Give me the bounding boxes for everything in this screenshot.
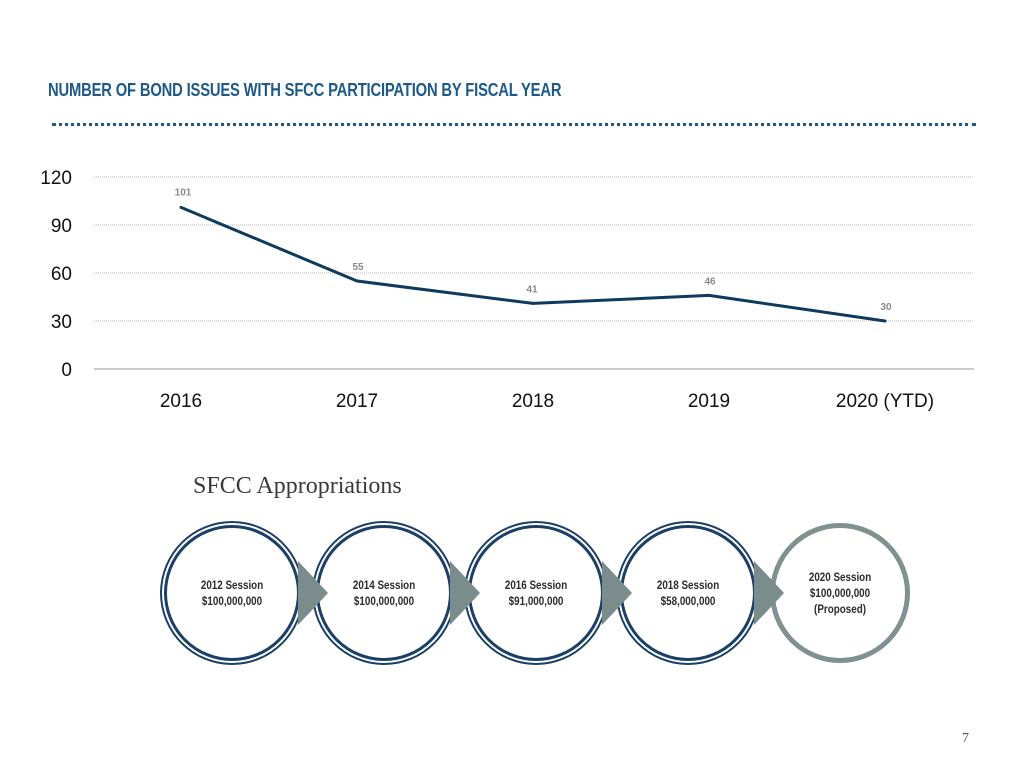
chevron-right-icon [754, 561, 784, 625]
y-tick-label: 90 [51, 216, 72, 237]
data-point [707, 293, 711, 297]
chevron-right-icon [450, 561, 480, 625]
appropriation-text: 2012 Session $100,000,000 [201, 577, 263, 609]
y-tick-label: 30 [51, 312, 72, 333]
y-tick-label: 0 [61, 360, 72, 381]
y-tick-label: 60 [51, 264, 72, 285]
x-tick-label: 2016 [160, 391, 202, 412]
session-label: 2018 Session [656, 578, 720, 592]
data-label: 41 [526, 284, 538, 295]
x-tick-label: 2020 (YTD) [836, 391, 934, 412]
x-tick-label: 2017 [336, 391, 378, 412]
appropriation-circle: 2016 Session $91,000,000 [468, 525, 604, 661]
appropriation-circle: 2018 Session $58,000,000 [620, 525, 756, 661]
page-number: 7 [962, 731, 969, 746]
appropriation-text: 2014 Session $100,000,000 [353, 577, 415, 609]
session-label: 2012 Session [200, 578, 264, 592]
chevron-right-icon [602, 561, 632, 625]
y-tick-label: 120 [40, 168, 72, 189]
data-label: 30 [880, 302, 892, 313]
x-tick-label: 2018 [512, 391, 554, 412]
chevron-right-icon [298, 561, 328, 625]
title-divider [52, 123, 976, 126]
session-note: (Proposed) [814, 602, 866, 616]
session-amount: $100,000,000 [809, 586, 871, 600]
session-amount: $58,000,000 [660, 594, 716, 608]
x-tick-label: 2019 [688, 391, 730, 412]
page-title: NUMBER OF BOND ISSUES WITH SFCC PARTICIP… [48, 80, 562, 100]
data-point [883, 319, 887, 323]
session-amount: $100,000,000 [201, 594, 263, 608]
appropriations-title: SFCC Appropriations [193, 473, 402, 499]
data-point [355, 279, 359, 283]
data-label: 101 [175, 187, 192, 198]
appropriation-circle: 2014 Session $100,000,000 [316, 525, 452, 661]
data-label: 46 [704, 276, 716, 287]
data-point [179, 205, 183, 209]
session-label: 2014 Session [352, 578, 416, 592]
session-amount: $100,000,000 [353, 594, 415, 608]
session-amount: $91,000,000 [508, 594, 564, 608]
data-point [531, 301, 535, 305]
data-label: 55 [352, 262, 364, 273]
appropriation-text: 2018 Session $58,000,000 [657, 577, 719, 609]
appropriation-text: 2016 Session $91,000,000 [505, 577, 567, 609]
appropriation-circle: 2020 Session $100,000,000 (Proposed) [770, 523, 910, 663]
appropriation-circle: 2012 Session $100,000,000 [164, 525, 300, 661]
session-label: 2016 Session [504, 578, 568, 592]
appropriation-text: 2020 Session $100,000,000 (Proposed) [809, 569, 871, 617]
bond-issues-line-chart: 120 90 60 30 0 101 55 41 46 30 2016 2017 2018 2019 202… [40, 168, 974, 412]
session-label: 2020 Session [808, 570, 872, 584]
